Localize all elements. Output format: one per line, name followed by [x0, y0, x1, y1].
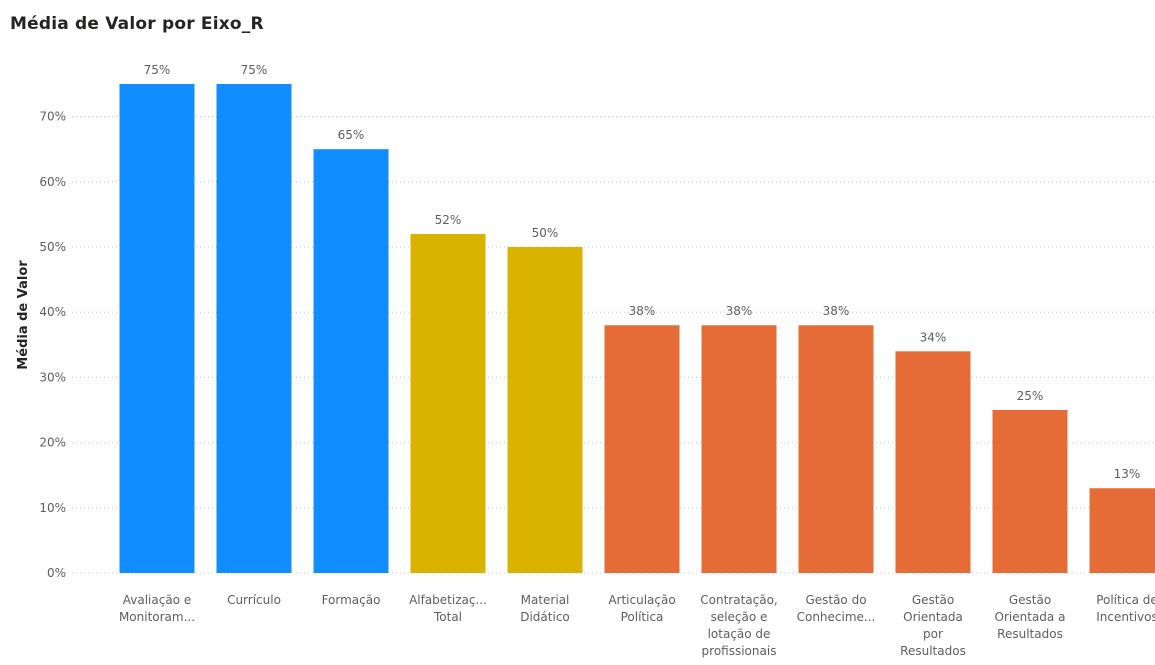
x-category-label-line: Gestão do [805, 593, 866, 607]
x-category-label-line: Resultados [997, 627, 1063, 641]
bar[interactable] [119, 84, 195, 573]
bar[interactable] [701, 325, 777, 573]
data-label: 38% [629, 304, 656, 318]
data-label: 65% [338, 128, 365, 142]
x-category-label-line: Política de [1096, 593, 1155, 607]
x-category-label-line: lotação de [708, 627, 771, 641]
y-axis-ticks: 0% 10% 20% 30% 40% 50% 60% 70% [39, 110, 66, 580]
x-category-label: Contratação, seleção e lotação de profissio… [700, 593, 777, 658]
bar[interactable] [1089, 488, 1155, 573]
bar[interactable] [798, 325, 874, 573]
bar[interactable] [507, 247, 583, 573]
data-label: 50% [532, 226, 559, 240]
y-tick-label: 50% [39, 240, 66, 254]
x-category-label: Avaliação e Monitoram... [119, 593, 195, 624]
data-labels: 75% 75% 65% 52% 50% 38% 38% 38% 34% 25% 13% [144, 63, 1141, 481]
y-tick-label: 10% [39, 501, 66, 515]
chart-title: Média de Valor por Eixo_R [10, 14, 264, 34]
y-tick-label: 20% [39, 436, 66, 450]
bar[interactable] [216, 84, 292, 573]
x-category-label-line: Gestão [1009, 593, 1051, 607]
x-category-label: Política de Incentivos [1096, 593, 1155, 624]
x-category-label-line: Orientada [903, 610, 963, 624]
x-category-label: Formação [322, 593, 381, 607]
y-tick-label: 0% [47, 566, 66, 580]
x-category-label-line: seleção e [711, 610, 768, 624]
x-category-label-line: Alfabetizaç... [409, 593, 487, 607]
x-category-label-line: Gestão [912, 593, 954, 607]
x-category-label: Alfabetizaç... Total [409, 593, 487, 624]
x-category-label-line: Resultados [900, 644, 966, 658]
bar[interactable] [895, 351, 971, 573]
data-label: 52% [435, 213, 462, 227]
x-category-label-line: Formação [322, 593, 381, 607]
bar[interactable] [604, 325, 680, 573]
bar[interactable] [992, 410, 1068, 573]
x-category-label-line: Total [433, 610, 462, 624]
data-label: 13% [1114, 467, 1141, 481]
x-category-label-line: Didático [520, 610, 570, 624]
y-tick-label: 70% [39, 110, 66, 124]
bars [119, 84, 1155, 573]
x-category-label-line: Avaliação e [123, 593, 191, 607]
data-label: 75% [144, 63, 171, 77]
x-category-label-line: Orientada a [995, 610, 1066, 624]
y-axis-title: Média de Valor [16, 260, 31, 370]
bar[interactable] [313, 149, 389, 573]
x-category-label-line: Material [521, 593, 570, 607]
data-label: 75% [241, 63, 268, 77]
data-label: 38% [726, 304, 753, 318]
x-category-label-line: por [923, 627, 943, 641]
y-tick-label: 30% [39, 370, 66, 384]
data-label: 25% [1017, 389, 1044, 403]
x-category-label-line: Contratação, [700, 593, 777, 607]
x-category-label-line: Monitoram... [119, 610, 195, 624]
x-category-label-line: profissionais [702, 644, 777, 658]
x-category-label-line: Currículo [227, 593, 281, 607]
bar[interactable] [410, 233, 486, 573]
x-category-label: Gestão Orientada por Resultados [900, 593, 966, 658]
x-category-label: Articulação Política [608, 593, 675, 624]
x-category-label-line: Articulação [608, 593, 675, 607]
x-category-label: Gestão do Conhecime... [797, 593, 876, 624]
data-label: 34% [920, 330, 947, 344]
x-category-label-line: Política [621, 610, 664, 624]
x-category-label-line: Incentivos [1096, 610, 1155, 624]
x-category-label: Gestão Orientada a Resultados [995, 593, 1066, 641]
y-tick-label: 40% [39, 305, 66, 319]
data-label: 38% [823, 304, 850, 318]
x-category-label: Material Didático [520, 593, 570, 624]
x-category-label: Currículo [227, 593, 281, 607]
x-category-label-line: Conhecime... [797, 610, 876, 624]
category-labels: Avaliação e Monitoram... Currículo Formação… [119, 593, 1155, 658]
y-tick-label: 60% [39, 175, 66, 189]
